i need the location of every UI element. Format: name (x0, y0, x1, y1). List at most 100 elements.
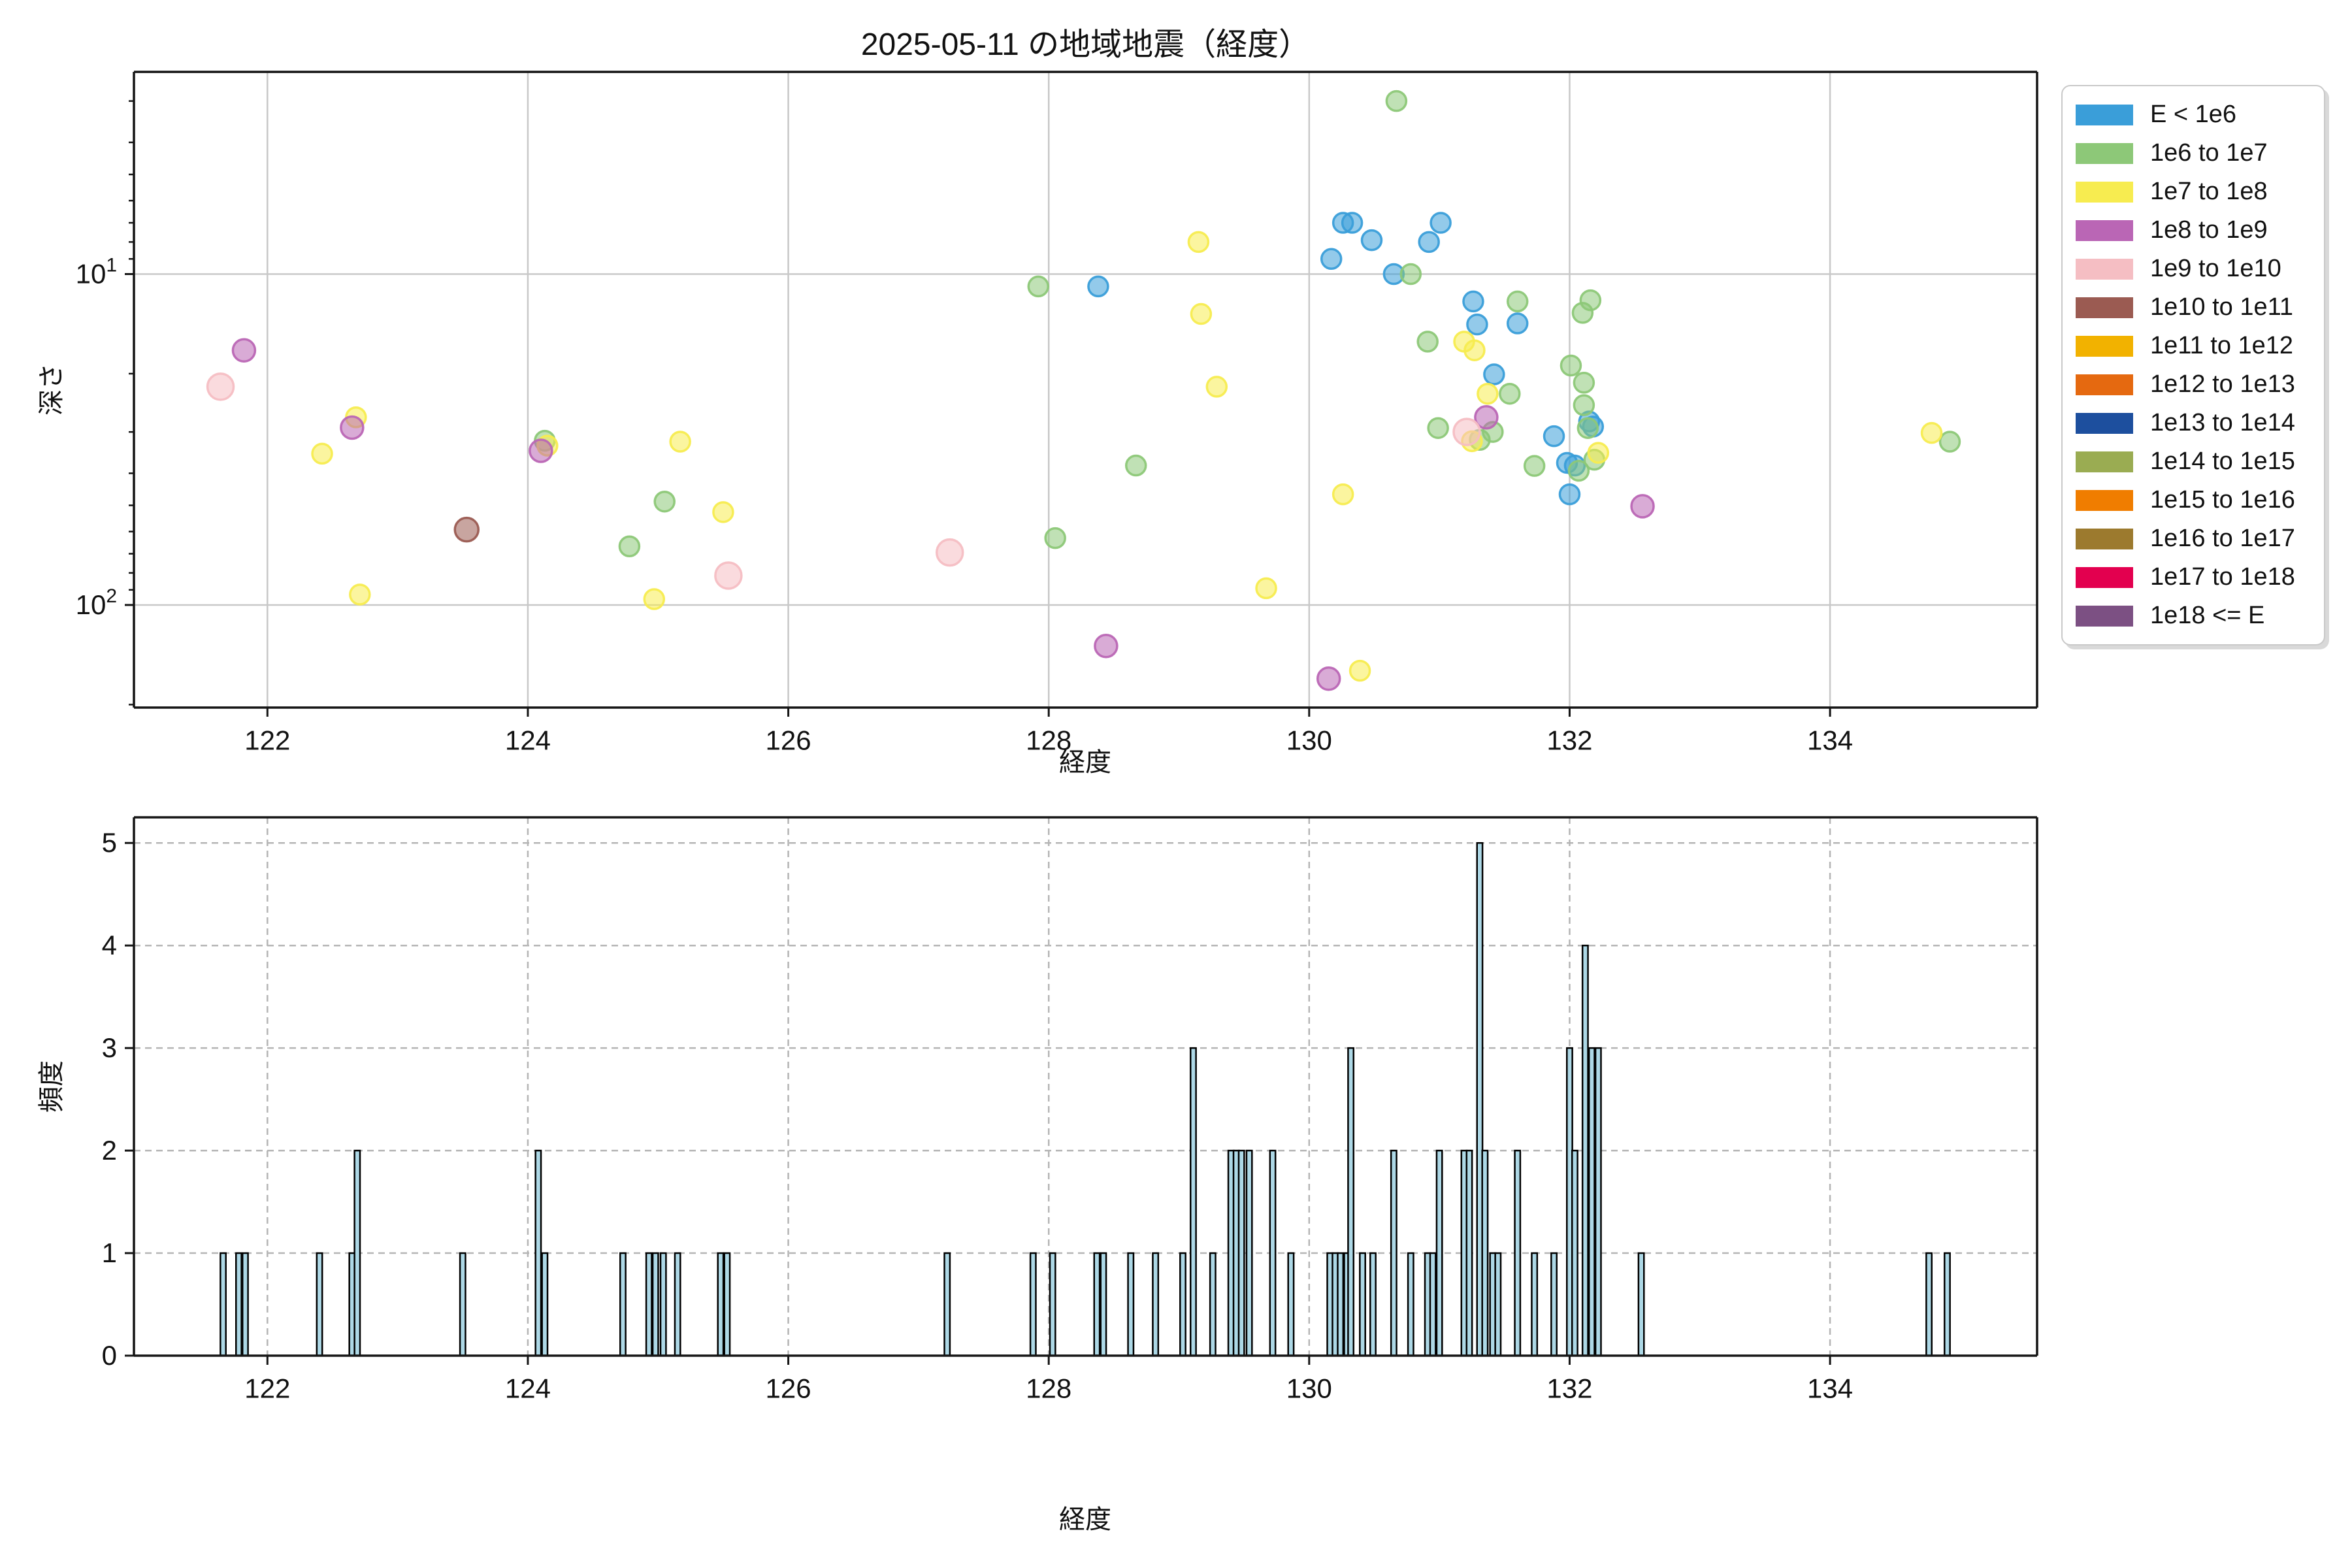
scatter-point (1087, 275, 1109, 298)
hist-bar (1531, 1252, 1539, 1357)
scatter-x-tick-label: 128 (1026, 725, 1071, 755)
legend-item-label: 1e12 to 1e13 (2150, 370, 2295, 398)
hist-bar (1465, 1149, 1473, 1357)
scatter-point (669, 431, 691, 453)
hist-bar (1337, 1252, 1345, 1357)
scatter-x-axis-label: 経度 (1059, 748, 1111, 777)
legend-item-label: 1e9 to 1e10 (2150, 255, 2281, 282)
hist-bar (1029, 1252, 1037, 1357)
scatter-x-tick-label: 130 (1286, 725, 1332, 755)
scatter-point (653, 490, 676, 513)
legend-item: 1e9 to 1e10 (2063, 250, 2324, 288)
legend-swatch-icon (2076, 528, 2133, 549)
hist-bar (1127, 1252, 1135, 1357)
hist-bar (1209, 1252, 1217, 1357)
hist-bar (1152, 1252, 1160, 1357)
legend-item-label: 1e7 to 1e8 (2150, 178, 2268, 205)
scatter-point (1579, 289, 1602, 312)
legend-swatch-icon (2076, 181, 2133, 203)
hist-bar (1093, 1252, 1101, 1357)
scatter-point (1558, 483, 1581, 506)
hist-bar (1245, 1149, 1253, 1357)
hist-bar (1390, 1149, 1397, 1357)
scatter-point (1360, 229, 1383, 252)
scatter-point (1938, 431, 1961, 453)
hist-y-tick-label: 1 (102, 1237, 117, 1268)
hist-y-axis-label: 頻度 (37, 1060, 66, 1113)
scatter-point (1576, 417, 1599, 439)
legend-item-label: 1e14 to 1e15 (2150, 448, 2295, 475)
legend-item-label: E < 1e6 (2150, 101, 2237, 128)
hist-x-tick-label: 128 (1026, 1373, 1071, 1403)
scatter-point (1477, 382, 1499, 405)
hist-bar (1514, 1149, 1522, 1357)
hist-y-tick-label: 5 (102, 827, 117, 858)
scatter-point (1341, 212, 1364, 234)
hist-bar (1588, 1047, 1595, 1357)
scatter-point (1630, 494, 1655, 519)
scatter-point (231, 338, 257, 363)
legend-swatch-icon (2076, 104, 2133, 125)
hist-y-tick-label: 3 (102, 1032, 117, 1063)
hist-bar (541, 1252, 549, 1357)
scatter-point (1506, 312, 1529, 335)
hist-x-tick-label: 122 (244, 1373, 290, 1403)
scatter-point (1466, 313, 1488, 336)
legend-swatch-icon (2076, 142, 2133, 164)
hist-bar (1189, 1047, 1197, 1357)
hist-bar (1269, 1149, 1277, 1357)
scatter-point (643, 588, 666, 610)
legend-swatch-icon (2076, 220, 2133, 241)
legend-swatch-icon (2076, 258, 2133, 280)
hist-bar (1100, 1252, 1107, 1357)
legend-item-label: 1e13 to 1e14 (2150, 409, 2295, 436)
scatter-point (1573, 372, 1595, 394)
legend-item-label: 1e15 to 1e16 (2150, 486, 2295, 514)
legend-item: 1e11 to 1e12 (2063, 327, 2324, 365)
hist-bar (534, 1149, 542, 1357)
scatter-x-tick-label: 134 (1807, 725, 1853, 755)
scatter-point (349, 583, 371, 606)
legend-item-label: 1e16 to 1e17 (2150, 525, 2295, 552)
hist-bar (717, 1252, 725, 1357)
hist-bar (1944, 1252, 1951, 1357)
scatter-point (1483, 363, 1505, 385)
scatter-point (1331, 483, 1354, 506)
scatter-point (1474, 405, 1499, 430)
scatter-x-tick-label: 124 (505, 725, 551, 755)
hist-bar (1925, 1252, 1933, 1357)
hist-bar (723, 1252, 731, 1357)
hist-x-tick-label: 124 (505, 1373, 551, 1403)
scatter-point (1205, 376, 1228, 398)
scatter-point (206, 372, 235, 401)
scatter-point (1399, 263, 1422, 286)
hist-x-tick-label: 132 (1546, 1373, 1592, 1403)
scatter-point (1124, 454, 1147, 477)
hist-bar (659, 1252, 667, 1357)
scatter-point (1427, 417, 1449, 439)
legend-item: 1e13 to 1e14 (2063, 404, 2324, 442)
hist-x-tick-label: 130 (1286, 1373, 1332, 1403)
legend-item: 1e6 to 1e7 (2063, 134, 2324, 172)
scatter-point (453, 516, 480, 543)
scatter-point (1920, 421, 1943, 444)
hist-bar (1359, 1252, 1366, 1357)
hist-bar (645, 1252, 653, 1357)
legend-item-label: 1e8 to 1e9 (2150, 216, 2268, 244)
scatter-y-tick-label: 101 (76, 254, 117, 289)
scatter-point (1499, 382, 1521, 405)
legend-swatch-icon (2076, 297, 2133, 318)
scatter-point (712, 501, 734, 523)
hist-bar (943, 1252, 951, 1357)
hist-bar (674, 1252, 681, 1357)
scatter-point (935, 538, 964, 567)
hist-x-tick-label: 134 (1807, 1373, 1853, 1403)
scatter-point (1587, 442, 1610, 464)
hist-x-tick-label: 126 (766, 1373, 811, 1403)
legend-item: E < 1e6 (2063, 95, 2324, 134)
scatter-point (1418, 231, 1440, 253)
hist-x-axis-label: 経度 (1059, 1505, 1111, 1534)
hist-bar (1179, 1252, 1186, 1357)
